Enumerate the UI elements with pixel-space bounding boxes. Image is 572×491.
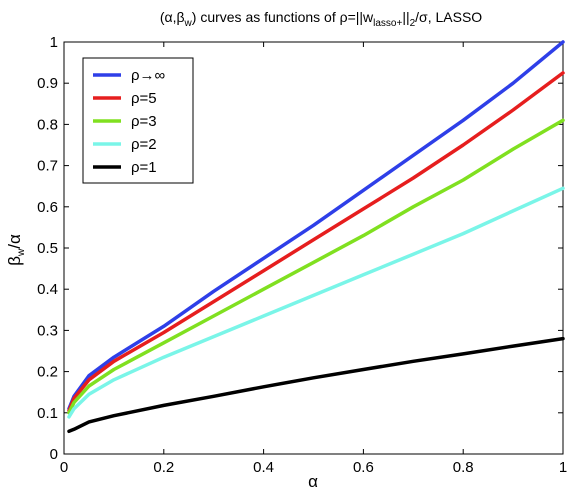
- y-tick-label: 0: [50, 446, 58, 463]
- legend: ρ→∞ ρ=5 ρ=3 ρ=2 ρ=1: [82, 57, 194, 184]
- series-line-5: [67, 336, 565, 434]
- chart-title: (α,βw) curves as functions of ρ=||wlasso…: [160, 9, 482, 29]
- y-tick-label: 0.8: [37, 116, 58, 133]
- y-tick-label: 0.9: [37, 75, 58, 92]
- y-tick-label: 0.6: [37, 199, 58, 216]
- x-tick-label: 1: [559, 459, 567, 476]
- x-axis-label: α: [308, 472, 318, 491]
- x-tick-label: 0.6: [353, 459, 374, 476]
- axis-ticks: 0 0.2 0.4 0.6 0.8 1 0 0.1 0.2 0.3 0.4 0.5 0.6 0.7 0.8 0…: [37, 34, 567, 476]
- y-tick-label: 0.7: [37, 158, 58, 175]
- y-axis-label: βw/α: [5, 234, 27, 266]
- y-tick-label: 0.1: [37, 405, 58, 422]
- x-tick-label: 0.4: [253, 459, 274, 476]
- series-line-4: [67, 186, 565, 419]
- y-tick-label: 1: [50, 34, 58, 51]
- legend-label-5: ρ=1: [131, 159, 157, 176]
- legend-label-1: ρ→∞: [131, 67, 166, 84]
- series-line-3: [67, 118, 565, 415]
- x-tick-label: 0.8: [453, 459, 474, 476]
- y-tick-label: 0.2: [37, 364, 58, 381]
- series-line-1: [67, 40, 565, 411]
- legend-label-3: ρ=3: [131, 113, 157, 130]
- series-line-2: [67, 71, 565, 413]
- y-tick-label: 0.4: [37, 281, 58, 298]
- legend-label-2: ρ=5: [131, 90, 157, 107]
- series-layer: [67, 40, 565, 434]
- x-tick-label: 0: [60, 459, 68, 476]
- legend-label-4: ρ=2: [131, 136, 157, 153]
- y-tick-label: 0.5: [37, 240, 58, 257]
- x-tick-label: 0.2: [153, 459, 174, 476]
- y-tick-label: 0.3: [37, 322, 58, 339]
